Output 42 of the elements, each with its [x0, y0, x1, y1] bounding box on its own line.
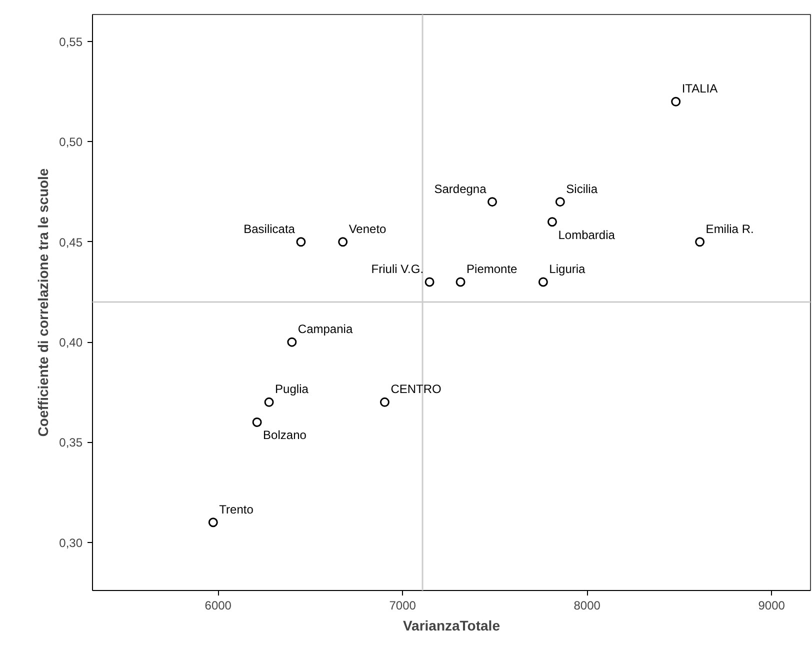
annotation: Puglia — [275, 382, 309, 396]
annotation: ITALIA — [682, 82, 718, 96]
annotation: Friuli V.G. — [371, 262, 424, 276]
x-tick-label: 7000 — [389, 598, 416, 612]
point — [264, 397, 274, 407]
annotation: Trento — [219, 502, 254, 516]
point — [296, 237, 306, 247]
x-tick-label: 9000 — [758, 598, 786, 612]
annotation: Emilia R. — [706, 222, 754, 236]
point — [338, 237, 348, 247]
point — [208, 518, 218, 528]
point — [488, 197, 498, 207]
y-tick-label: 0,30 — [59, 536, 83, 550]
point — [380, 397, 390, 407]
annotation: CENTRO — [390, 382, 442, 396]
y-tick-label: 0,50 — [59, 135, 83, 150]
point — [671, 96, 681, 106]
point — [695, 237, 705, 247]
point — [547, 217, 557, 227]
annotation: Bolzano — [263, 428, 307, 442]
point — [555, 197, 565, 207]
x-axis-title: VarianzaTotale — [403, 618, 500, 634]
point — [456, 277, 466, 287]
annotation: Liguria — [549, 262, 586, 276]
annotation: Sicilia — [566, 182, 598, 196]
x-tick-label: 6000 — [204, 598, 232, 612]
annotation: Basilicata — [244, 222, 296, 236]
point — [287, 337, 297, 347]
point — [538, 277, 548, 287]
y-tick-label: 0,45 — [59, 235, 83, 250]
point — [252, 417, 262, 427]
annotation: Lombardia — [558, 228, 616, 242]
y-tick-label: 0,35 — [59, 436, 83, 450]
y-axis-title: Coefficiente di correlazione tra le scuole — [35, 168, 52, 437]
annotation: Campania — [298, 322, 353, 336]
annotation: Piemonte — [466, 262, 518, 276]
point — [424, 277, 434, 287]
annotation: Veneto — [348, 222, 387, 236]
y-tick-label: 0,40 — [59, 336, 83, 350]
annotation: Sardegna — [434, 182, 487, 196]
x-tick-label: 8000 — [574, 598, 601, 612]
y-tick-label: 0,55 — [59, 35, 83, 50]
